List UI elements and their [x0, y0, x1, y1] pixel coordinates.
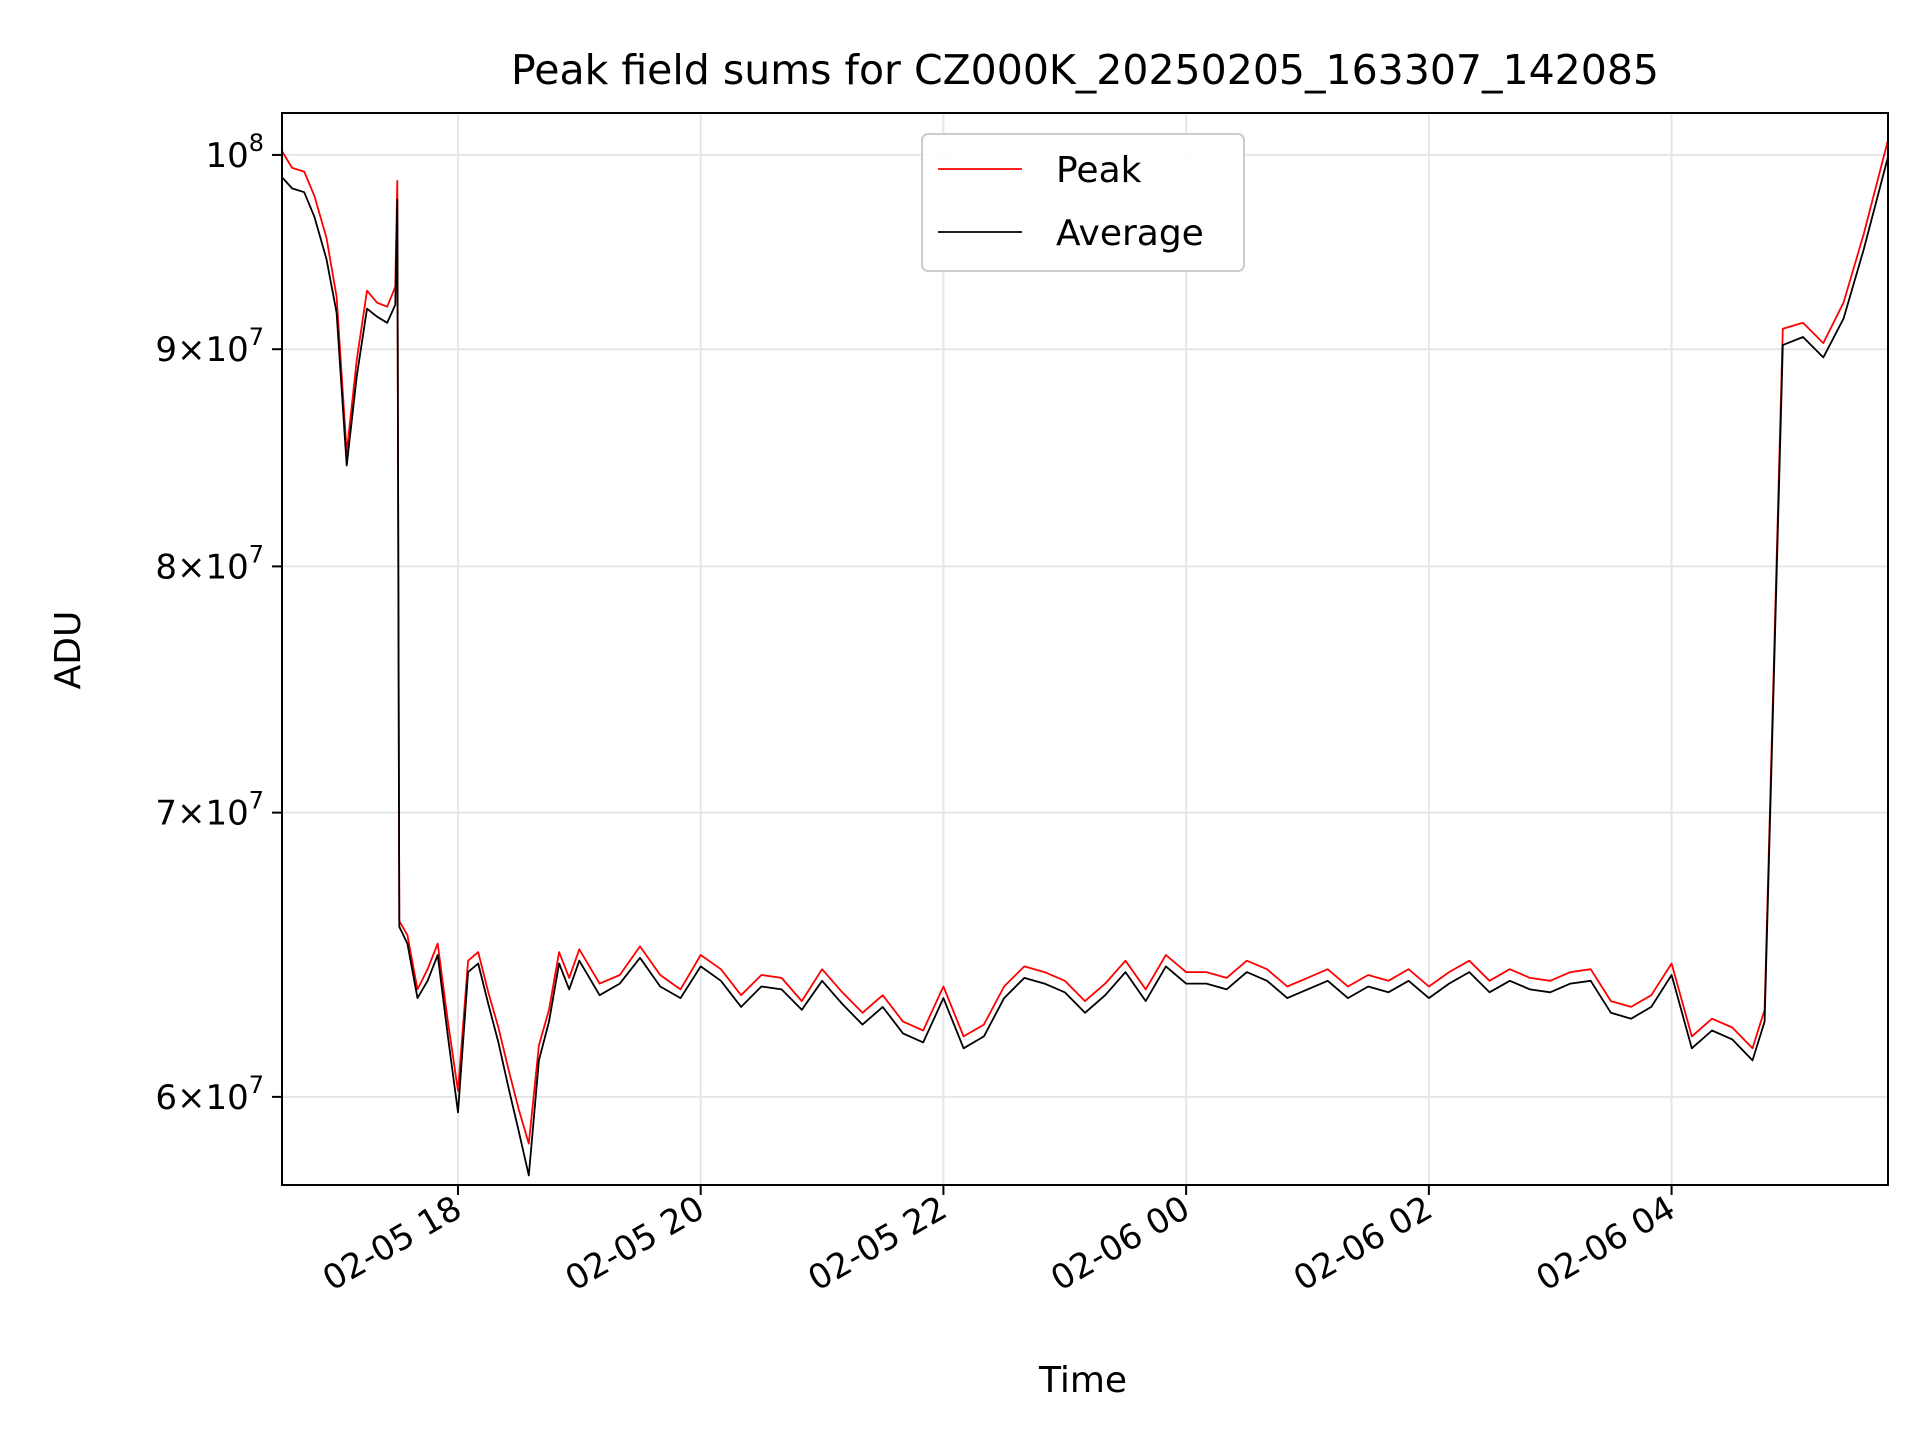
y-tick-exponent: 7	[249, 540, 264, 568]
y-tick-mantissa: 9	[155, 330, 177, 370]
legend: Peak Average	[921, 133, 1245, 272]
y-tick-times: ×10	[177, 794, 249, 834]
chart-title: Peak field sums for CZ000K_20250205_1633…	[511, 46, 1659, 94]
y-tick-times: ×10	[177, 1078, 249, 1118]
average-series-line	[282, 156, 1888, 1177]
legend-peak-label: Peak	[1056, 150, 1142, 191]
grid	[282, 113, 1888, 1185]
y-tick-times: ×10	[177, 547, 249, 587]
x-tick-label: 02-05 20	[559, 1188, 711, 1299]
x-tick-label: 02-05 22	[802, 1188, 954, 1299]
y-tick-exponent: 7	[249, 323, 264, 351]
y-tick-label: 108	[205, 129, 264, 176]
plot-frame	[281, 112, 1889, 1186]
y-tick-exponent: 7	[249, 787, 264, 815]
legend-average-label: Average	[1056, 213, 1204, 254]
y-tick-label: 7×107	[155, 787, 264, 834]
peak-series-line	[282, 139, 1888, 1145]
y-tick-exponent: 8	[249, 129, 264, 157]
plot-area	[282, 139, 1888, 1177]
x-tick-label: 02-06 02	[1287, 1188, 1439, 1299]
x-tick-label: 02-05 18	[316, 1188, 468, 1299]
x-tick-label: 02-06 04	[1530, 1188, 1682, 1299]
y-tick-times: ×10	[177, 330, 249, 370]
y-tick-base: 10	[205, 136, 248, 176]
y-tick-label: 6×107	[155, 1071, 264, 1118]
y-tick-mantissa: 7	[155, 794, 177, 834]
y-tick-mantissa: 6	[155, 1078, 177, 1118]
y-tick-label: 8×107	[155, 540, 264, 587]
x-tick-label: 02-06 00	[1044, 1188, 1196, 1299]
y-axis-label: ADU	[48, 611, 89, 690]
x-axis-ticks: 02-05 18 02-05 20 02-05 22 02-06 00 02-06 02…	[316, 1185, 1682, 1299]
y-tick-exponent: 7	[249, 1071, 264, 1099]
x-axis-label: Time	[1038, 1360, 1127, 1401]
y-tick-label: 9×107	[155, 323, 264, 370]
y-tick-mantissa: 8	[155, 547, 177, 587]
